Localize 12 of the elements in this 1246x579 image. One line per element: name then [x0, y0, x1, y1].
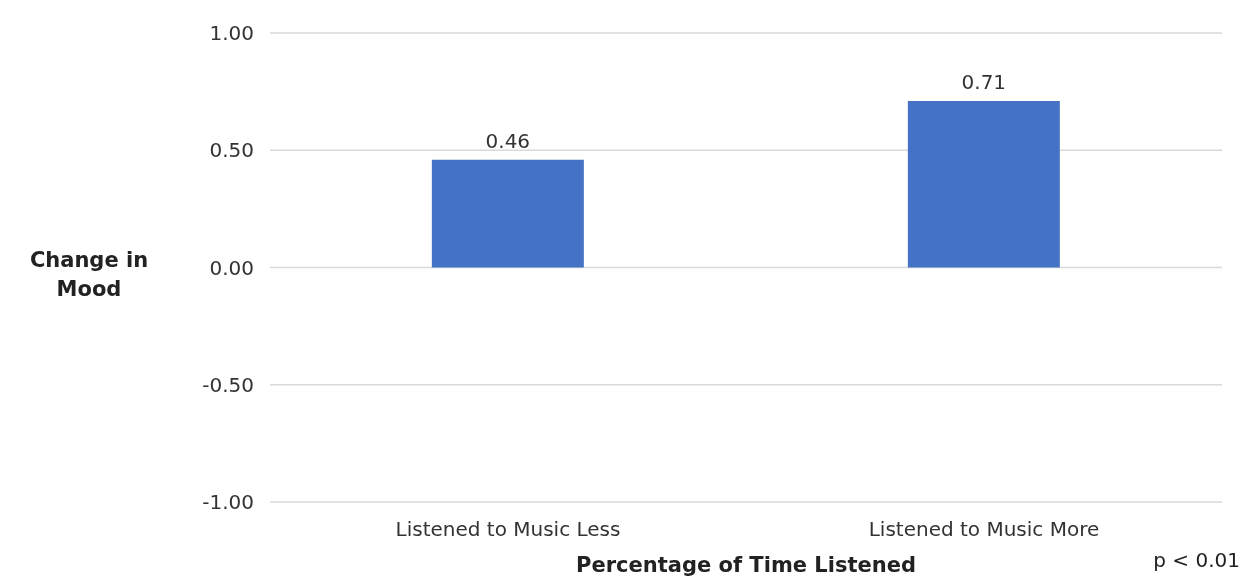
y-tick-label: 0.00 [209, 255, 254, 280]
x-tick-label: Listened to Music Less [395, 517, 621, 542]
y-tick-label: -1.00 [202, 490, 254, 515]
x-axis-title: Percentage of Time Listened [576, 553, 916, 577]
text: p < 0.01 [1153, 548, 1240, 572]
y-tick-label: -0.50 [202, 372, 254, 397]
data-label: 0.71 [961, 70, 1007, 94]
y-axis-title: Change in Mood [28, 247, 150, 303]
y-tick-label: 0.50 [209, 138, 254, 163]
y-tick-label: 1.00 [209, 21, 254, 46]
data-label: 0.46 [485, 128, 531, 153]
x-tick-label: Listened to Music More [868, 517, 1100, 542]
